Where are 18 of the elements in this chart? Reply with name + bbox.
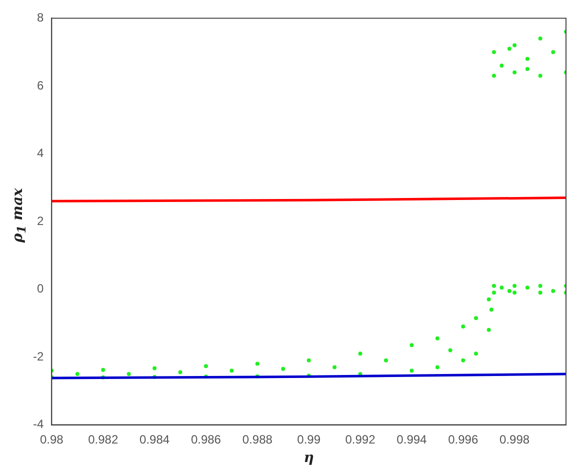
x-tick-label: 0.996 [448,432,478,446]
y-tick-label: 6 [36,78,44,92]
x-tick-label: 0.988 [242,432,273,446]
y-tick-label: -2 [33,349,44,364]
y-tick-label: 4 [36,146,44,160]
x-axis-title: η [304,450,314,466]
y-tick-label: 2 [36,214,44,228]
x-tick-label: 0.984 [140,432,170,446]
y-tick-label: 0 [36,282,44,296]
x-tick-label: 0.992 [345,432,376,446]
x-tick-label: 0.99 [297,432,321,446]
x-tick-label: 0.994 [396,432,428,446]
x-tick-label: 0.98 [40,432,64,446]
y-tick-label: 8 [36,10,44,25]
y-tick-label: -4 [33,417,44,432]
x-tick-label: 0.998 [500,432,530,446]
x-tick-label: 0.986 [190,432,222,446]
x-tick-label: 0.982 [88,432,118,446]
